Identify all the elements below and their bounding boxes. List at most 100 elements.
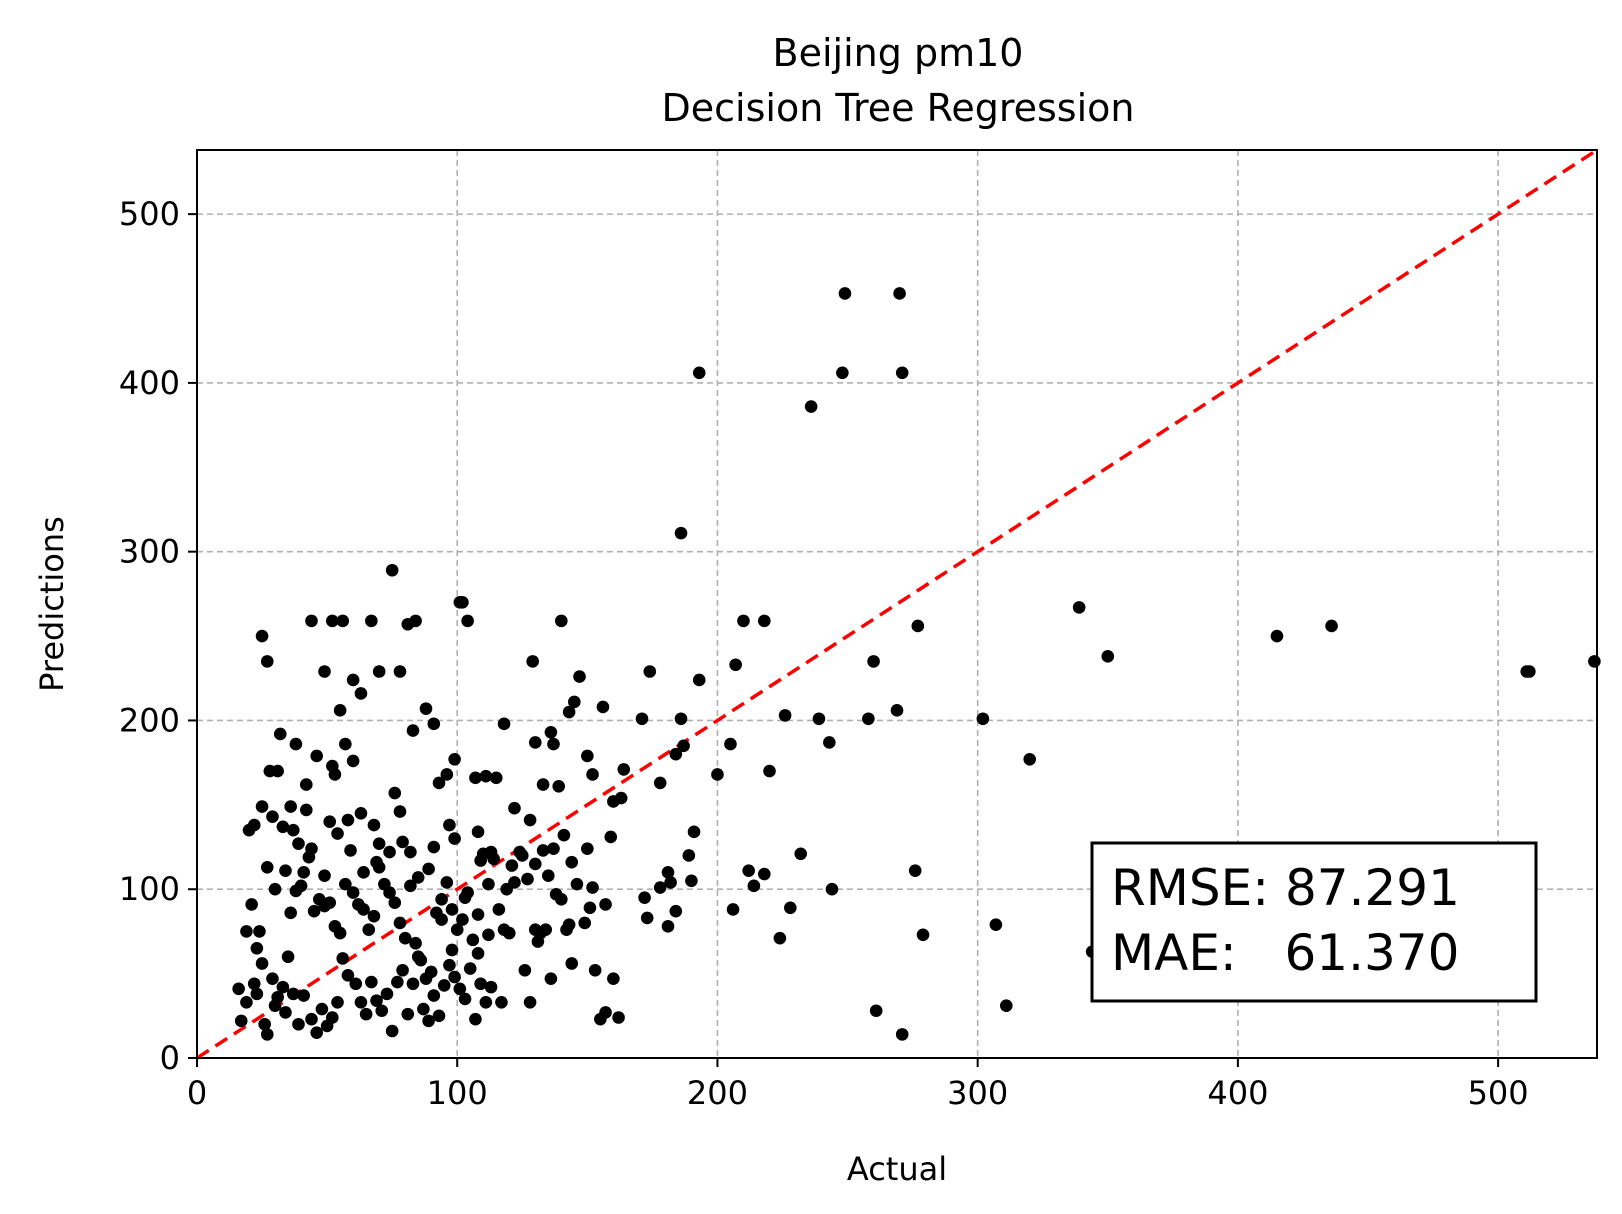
data-point — [388, 786, 402, 800]
data-point — [784, 901, 797, 915]
data-point — [281, 950, 295, 964]
data-point — [443, 818, 456, 832]
data-point — [586, 768, 599, 781]
data-point — [297, 866, 310, 879]
data-point — [911, 619, 925, 633]
data-point — [349, 977, 363, 991]
data-point — [479, 769, 493, 783]
data-point — [370, 855, 383, 869]
data-point — [323, 815, 337, 829]
data-point — [310, 749, 324, 763]
data-point — [385, 563, 399, 577]
data-point — [346, 673, 360, 687]
data-point — [393, 805, 407, 818]
data-point — [398, 931, 412, 945]
data-point — [1588, 655, 1601, 668]
data-point — [240, 925, 253, 938]
data-point — [336, 952, 350, 965]
data-point — [336, 614, 350, 628]
data-point — [255, 800, 269, 813]
data-point — [565, 855, 579, 869]
data-point — [458, 992, 472, 1006]
data-point — [328, 768, 342, 781]
data-point — [391, 975, 404, 989]
data-point — [380, 987, 394, 1001]
data-point — [344, 844, 357, 857]
data-point — [427, 717, 441, 731]
x-tick-label: 0 — [187, 1074, 207, 1112]
data-point — [297, 989, 310, 1002]
data-point — [471, 908, 485, 921]
data-point — [521, 872, 534, 886]
data-point — [354, 806, 368, 820]
data-point — [370, 994, 383, 1007]
data-point — [271, 764, 284, 778]
data-point — [711, 768, 724, 781]
data-point — [682, 849, 696, 862]
data-point — [763, 764, 776, 778]
data-point — [354, 996, 368, 1009]
data-point — [531, 935, 545, 948]
data-point — [341, 813, 355, 827]
data-point — [255, 957, 269, 970]
data-point — [823, 736, 836, 749]
data-point — [653, 881, 667, 894]
data-point — [443, 958, 456, 972]
data-point — [661, 866, 675, 879]
data-point — [588, 963, 602, 977]
data-point — [432, 1009, 446, 1023]
data-point — [458, 891, 472, 904]
data-point — [333, 704, 347, 717]
mae-text: MAE: 61.370 — [1111, 924, 1459, 982]
data-point — [804, 400, 818, 413]
data-point — [292, 837, 305, 850]
data-point — [862, 712, 875, 726]
data-point — [383, 845, 396, 859]
data-point — [607, 795, 620, 808]
data-point — [383, 886, 396, 899]
data-point — [999, 999, 1013, 1012]
plot-area-frame — [196, 149, 1598, 1059]
data-point — [542, 869, 555, 883]
data-point — [440, 768, 454, 781]
y-tick-label: 400 — [119, 364, 180, 402]
metrics-box-frame — [1090, 841, 1538, 1003]
x-tick-label: 400 — [1207, 1074, 1268, 1112]
data-point — [299, 778, 313, 791]
data-point — [607, 972, 620, 985]
data-point — [643, 665, 657, 678]
data-point — [482, 877, 495, 891]
data-point — [508, 801, 521, 815]
data-point — [260, 1028, 274, 1041]
data-point — [260, 860, 274, 874]
data-point — [250, 941, 264, 955]
data-point — [331, 827, 344, 840]
data-point — [687, 825, 701, 839]
data-point — [640, 911, 654, 925]
data-point — [895, 366, 909, 380]
data-point — [406, 724, 420, 737]
x-tick-label: 500 — [1468, 1074, 1529, 1112]
data-point — [487, 852, 500, 866]
data-point — [635, 712, 649, 726]
data-point — [365, 975, 378, 989]
data-point — [528, 857, 542, 871]
data-point — [411, 871, 425, 884]
data-point — [578, 916, 592, 930]
data-point — [234, 1014, 248, 1028]
data-point — [326, 614, 339, 628]
data-point — [583, 901, 597, 915]
data-point — [427, 840, 441, 854]
data-point — [747, 879, 761, 893]
data-point — [989, 918, 1003, 931]
data-point — [536, 844, 550, 857]
data-point — [653, 776, 667, 790]
x-tick-label: 200 — [687, 1074, 748, 1112]
data-point — [492, 903, 506, 916]
data-point — [354, 687, 368, 700]
data-point — [305, 1012, 318, 1026]
data-point — [836, 366, 849, 380]
data-point — [661, 920, 675, 933]
y-axis-label: Predictions — [33, 516, 71, 692]
data-point — [240, 996, 253, 1009]
